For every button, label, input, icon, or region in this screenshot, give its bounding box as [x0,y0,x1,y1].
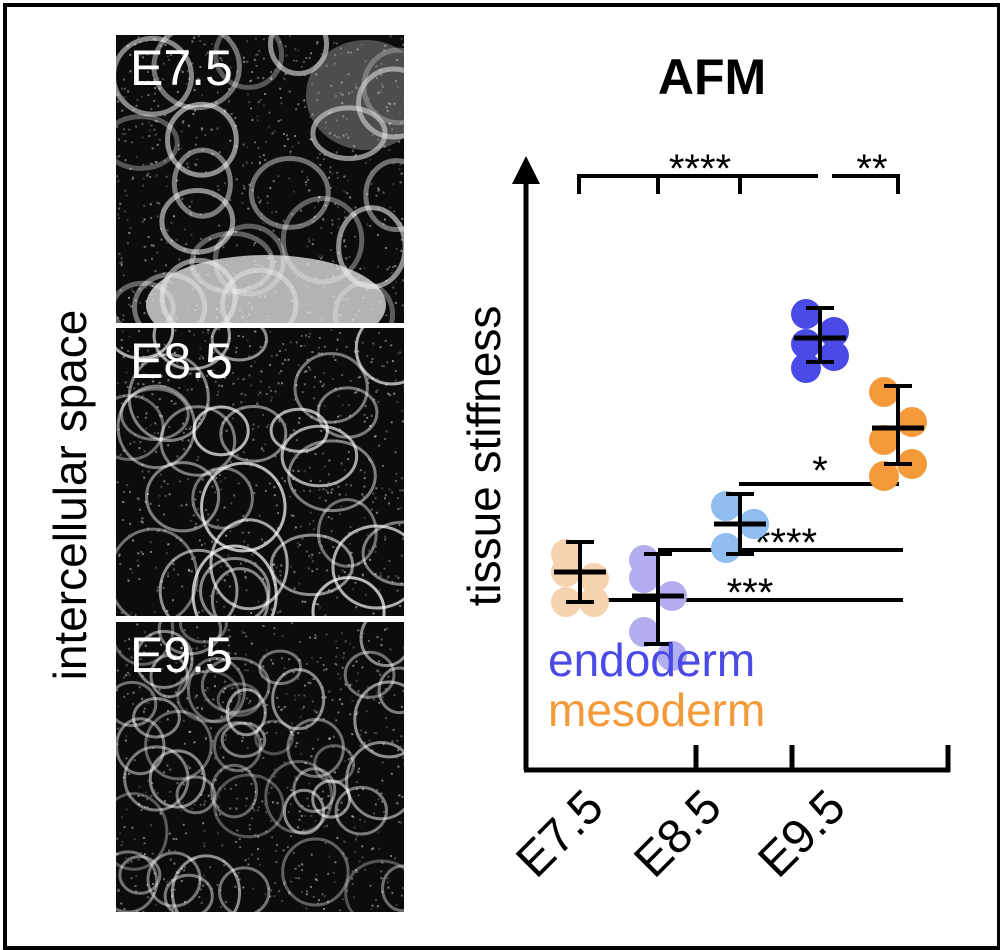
data-point [869,377,899,407]
significance-label: ** [856,147,887,191]
data-point [819,341,849,371]
data-point [629,545,659,575]
x-tick-label: E8.5 [624,780,731,887]
x-tick-label: E7.5 [506,780,613,887]
data-point [791,353,821,383]
y-axis-label: tissue stiffness [458,306,510,607]
data-point [711,533,741,563]
chart-title: AFM [658,49,766,105]
series-mesoderm-E9-5 [869,377,927,491]
data-point [897,407,927,437]
legend-mesoderm: mesoderm [548,684,765,736]
significance-label: * [812,449,828,493]
legend-endoderm: endoderm [548,634,755,686]
data-point [791,299,821,329]
series-mesoderm-E7-5 [551,539,609,617]
series-endoderm-E9-5 [791,299,849,383]
x-tick-label: E9.5 [748,780,855,887]
significance-label: *** [727,571,774,615]
significance-label: **** [669,147,731,191]
y-axis-arrow [512,156,540,184]
